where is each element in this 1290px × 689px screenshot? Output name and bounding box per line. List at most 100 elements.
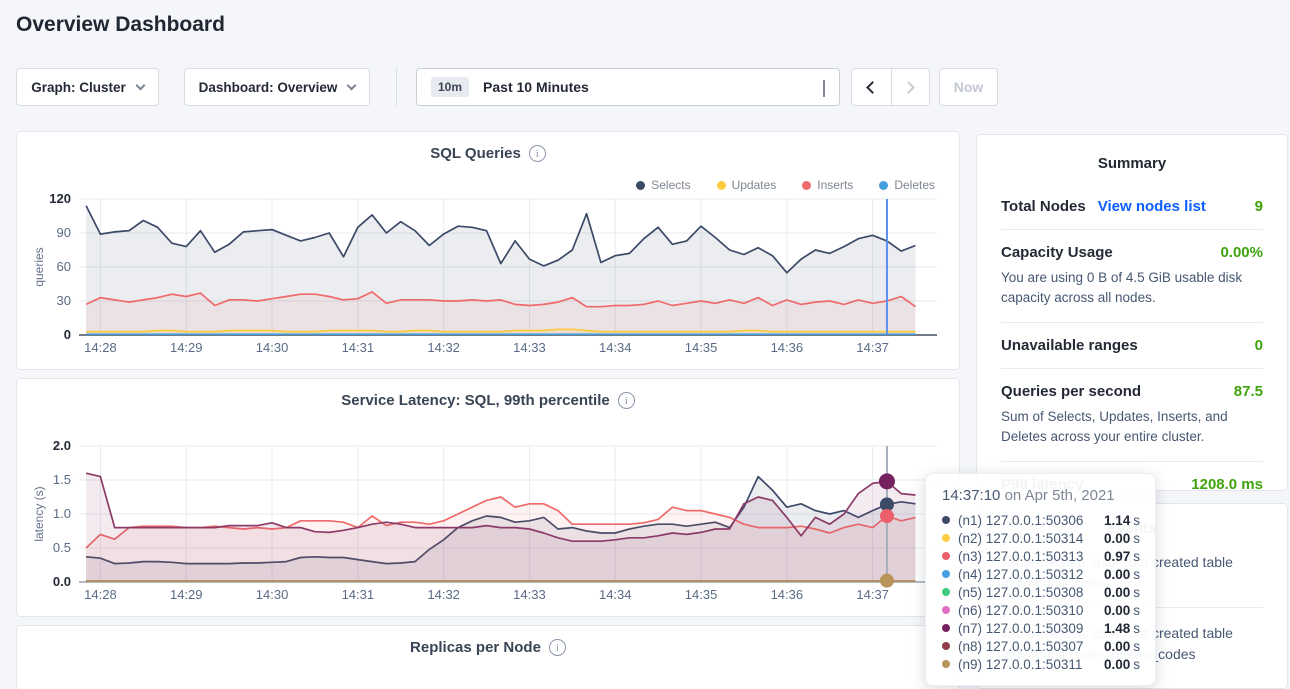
svg-text:14:30: 14:30 — [256, 587, 289, 602]
next-time-button[interactable] — [891, 69, 930, 105]
node-color-dot-icon — [942, 552, 950, 560]
time-range-badge: 10m — [431, 77, 469, 97]
now-button[interactable]: Now — [939, 68, 998, 106]
divider — [1001, 368, 1263, 369]
svg-text:0: 0 — [64, 327, 71, 342]
replicas-per-node-panel: Replicas per Node i — [16, 625, 960, 689]
svg-text:14:33: 14:33 — [513, 587, 546, 602]
summary-value: 87.5 — [1234, 383, 1263, 400]
tooltip-date: on Apr 5th, 2021 — [1005, 487, 1115, 504]
svg-text:14:28: 14:28 — [84, 340, 117, 355]
node-color-dot-icon — [942, 606, 950, 614]
tooltip-node-row: (n7) 127.0.0.1:503091.48s — [942, 619, 1139, 637]
summary-label: Total Nodes — [1001, 198, 1086, 215]
chart-title-text: Replicas per Node — [410, 639, 541, 656]
sql-queries-panel: SQL Queries i SelectsUpdatesInsertsDelet… — [16, 131, 960, 370]
node-color-dot-icon — [942, 570, 950, 578]
svg-text:14:35: 14:35 — [685, 340, 718, 355]
node-color-dot-icon — [942, 624, 950, 632]
view-nodes-list-link[interactable]: View nodes list — [1098, 198, 1206, 215]
summary-value: 0.00% — [1220, 244, 1263, 261]
node-color-dot-icon — [942, 660, 950, 668]
toolbar-divider — [396, 68, 397, 106]
divider — [1001, 461, 1263, 462]
svg-text:14:37: 14:37 — [856, 587, 889, 602]
tooltip-node-row: (n6) 127.0.0.1:503100.00s — [942, 601, 1139, 619]
tooltip-timestamp: 14:37:10 on Apr 5th, 2021 — [942, 487, 1139, 504]
svg-text:60: 60 — [57, 259, 71, 274]
summary-description: Sum of Selects, Updates, Inserts, and De… — [1001, 407, 1263, 447]
node-color-dot-icon — [942, 642, 950, 650]
svg-text:14:34: 14:34 — [599, 587, 632, 602]
time-range-dropdown[interactable]: 10m Past 10 Minutes — [416, 68, 840, 106]
node-color-dot-icon — [942, 534, 950, 542]
replicas-per-node-title: Replicas per Node i — [17, 639, 959, 656]
summary-panel: Summary Total Nodes View nodes list 9 Ca… — [976, 134, 1288, 491]
svg-text:2.0: 2.0 — [53, 438, 71, 453]
prev-time-button[interactable] — [852, 69, 891, 105]
tooltip-node-row: (n2) 127.0.0.1:503140.00s — [942, 529, 1139, 547]
svg-text:14:29: 14:29 — [170, 587, 203, 602]
summary-row-capacity: Capacity Usage 0.00% — [1001, 244, 1263, 261]
summary-row-total-nodes: Total Nodes View nodes list 9 — [1001, 198, 1263, 215]
time-nav-arrows — [851, 68, 930, 106]
svg-text:14:31: 14:31 — [342, 340, 375, 355]
service-latency-panel: Service Latency: SQL, 99th percentile i … — [16, 378, 960, 617]
summary-description: You are using 0 B of 4.5 GiB usable disk… — [1001, 268, 1263, 308]
tooltip-node-row: (n4) 127.0.0.1:503120.00s — [942, 565, 1139, 583]
graph-dropdown[interactable]: Graph: Cluster — [16, 68, 159, 106]
svg-text:14:36: 14:36 — [771, 587, 804, 602]
svg-text:14:37: 14:37 — [856, 340, 889, 355]
svg-text:0.5: 0.5 — [53, 540, 71, 555]
svg-text:1.0: 1.0 — [53, 506, 71, 521]
svg-text:120: 120 — [49, 191, 71, 206]
svg-text:14:29: 14:29 — [170, 340, 203, 355]
dashboard-dropdown[interactable]: Dashboard: Overview — [184, 68, 370, 106]
summary-row-qps: Queries per second 87.5 — [1001, 383, 1263, 400]
summary-value: 1208.0 ms — [1191, 476, 1263, 493]
info-icon[interactable]: i — [549, 639, 566, 656]
node-color-dot-icon — [942, 588, 950, 596]
page-title: Overview Dashboard — [16, 13, 225, 37]
divider — [1001, 229, 1263, 230]
time-range-label: Past 10 Minutes — [483, 79, 589, 95]
svg-text:14:31: 14:31 — [342, 587, 375, 602]
svg-text:30: 30 — [57, 293, 71, 308]
svg-text:14:35: 14:35 — [685, 587, 718, 602]
chevron-down-icon — [135, 80, 145, 90]
tooltip-node-row: (n8) 127.0.0.1:503070.00s — [942, 637, 1139, 655]
tooltip-time: 14:37:10 — [942, 487, 1000, 504]
chevron-right-icon — [902, 81, 915, 94]
svg-text:0.0: 0.0 — [53, 574, 71, 589]
summary-title: Summary — [1001, 155, 1263, 172]
divider — [1001, 322, 1263, 323]
chevron-down-icon — [823, 80, 825, 95]
summary-value: 9 — [1255, 198, 1263, 215]
svg-text:14:28: 14:28 — [84, 587, 117, 602]
node-color-dot-icon — [942, 516, 950, 524]
tooltip-node-row: (n1) 127.0.0.1:503061.14s — [942, 511, 1139, 529]
chart-hover-tooltip: 14:37:10 on Apr 5th, 2021 (n1) 127.0.0.1… — [925, 473, 1156, 686]
dashboard-dropdown-label: Dashboard: Overview — [199, 80, 338, 95]
tooltip-node-row: (n9) 127.0.0.1:503110.00s — [942, 655, 1139, 673]
svg-text:14:32: 14:32 — [427, 340, 460, 355]
summary-value: 0 — [1255, 337, 1263, 354]
sql-queries-chart[interactable]: 14:28 14:29 14:30 14:31 14:32 14:33 14:34 14:35… — [17, 132, 961, 371]
svg-text:14:30: 14:30 — [256, 340, 289, 355]
chevron-left-icon — [866, 81, 879, 94]
tooltip-node-rows: (n1) 127.0.0.1:503061.14s(n2) 127.0.0.1:… — [942, 511, 1139, 673]
svg-text:14:34: 14:34 — [599, 340, 632, 355]
summary-label: Queries per second — [1001, 383, 1141, 400]
summary-label: Capacity Usage — [1001, 244, 1113, 261]
svg-text:90: 90 — [57, 225, 71, 240]
svg-text:14:33: 14:33 — [513, 340, 546, 355]
summary-label: Unavailable ranges — [1001, 337, 1138, 354]
svg-text:1.5: 1.5 — [53, 472, 71, 487]
svg-text:14:36: 14:36 — [771, 340, 804, 355]
graph-dropdown-label: Graph: Cluster — [31, 80, 126, 95]
summary-row-unavailable-ranges: Unavailable ranges 0 — [1001, 337, 1263, 354]
service-latency-chart[interactable]: 14:2814:2914:3014:3114:3214:3314:3414:35… — [17, 379, 961, 618]
tooltip-node-row: (n5) 127.0.0.1:503080.00s — [942, 583, 1139, 601]
chevron-down-icon — [347, 80, 357, 90]
tooltip-node-row: (n3) 127.0.0.1:503130.97s — [942, 547, 1139, 565]
